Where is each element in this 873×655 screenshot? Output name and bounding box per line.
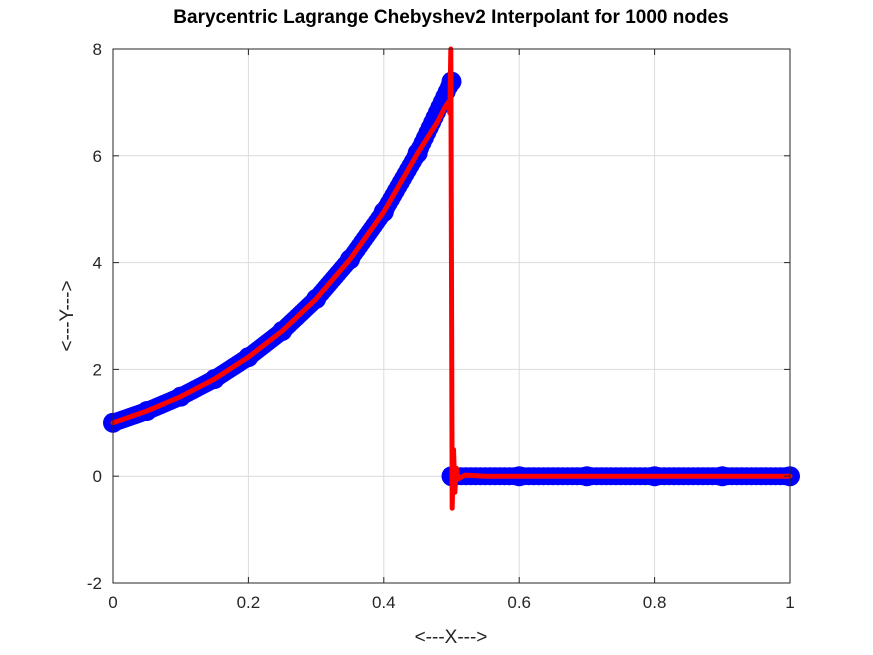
y-tick-label: 6 — [93, 147, 102, 166]
x-axis-label: <---X---> — [415, 627, 488, 648]
y-axis-label: <---Y---> — [57, 280, 78, 351]
y-tick-label: 8 — [93, 40, 102, 59]
y-tick-label: -2 — [87, 574, 102, 593]
series-line — [110, 46, 793, 511]
y-tick-label: 0 — [93, 467, 102, 486]
axes-box — [112, 48, 791, 584]
y-tick-label: 2 — [93, 360, 102, 379]
x-tick-label: 0.8 — [643, 593, 667, 612]
y-tick-label: 4 — [93, 254, 102, 273]
x-tick-label: 0.4 — [372, 593, 396, 612]
x-tick-label: 0.6 — [507, 593, 531, 612]
x-tick-label: 0.2 — [237, 593, 261, 612]
plot-area — [103, 46, 800, 511]
chart-title: Barycentric Lagrange Chebyshev2 Interpol… — [173, 7, 728, 28]
x-tick-label: 1 — [785, 593, 794, 612]
x-tick-label: 0 — [108, 593, 117, 612]
axis-ticks: 0 0.2 0.4 0.6 0.8 1 -2 0 2 4 6 8 — [87, 40, 795, 612]
